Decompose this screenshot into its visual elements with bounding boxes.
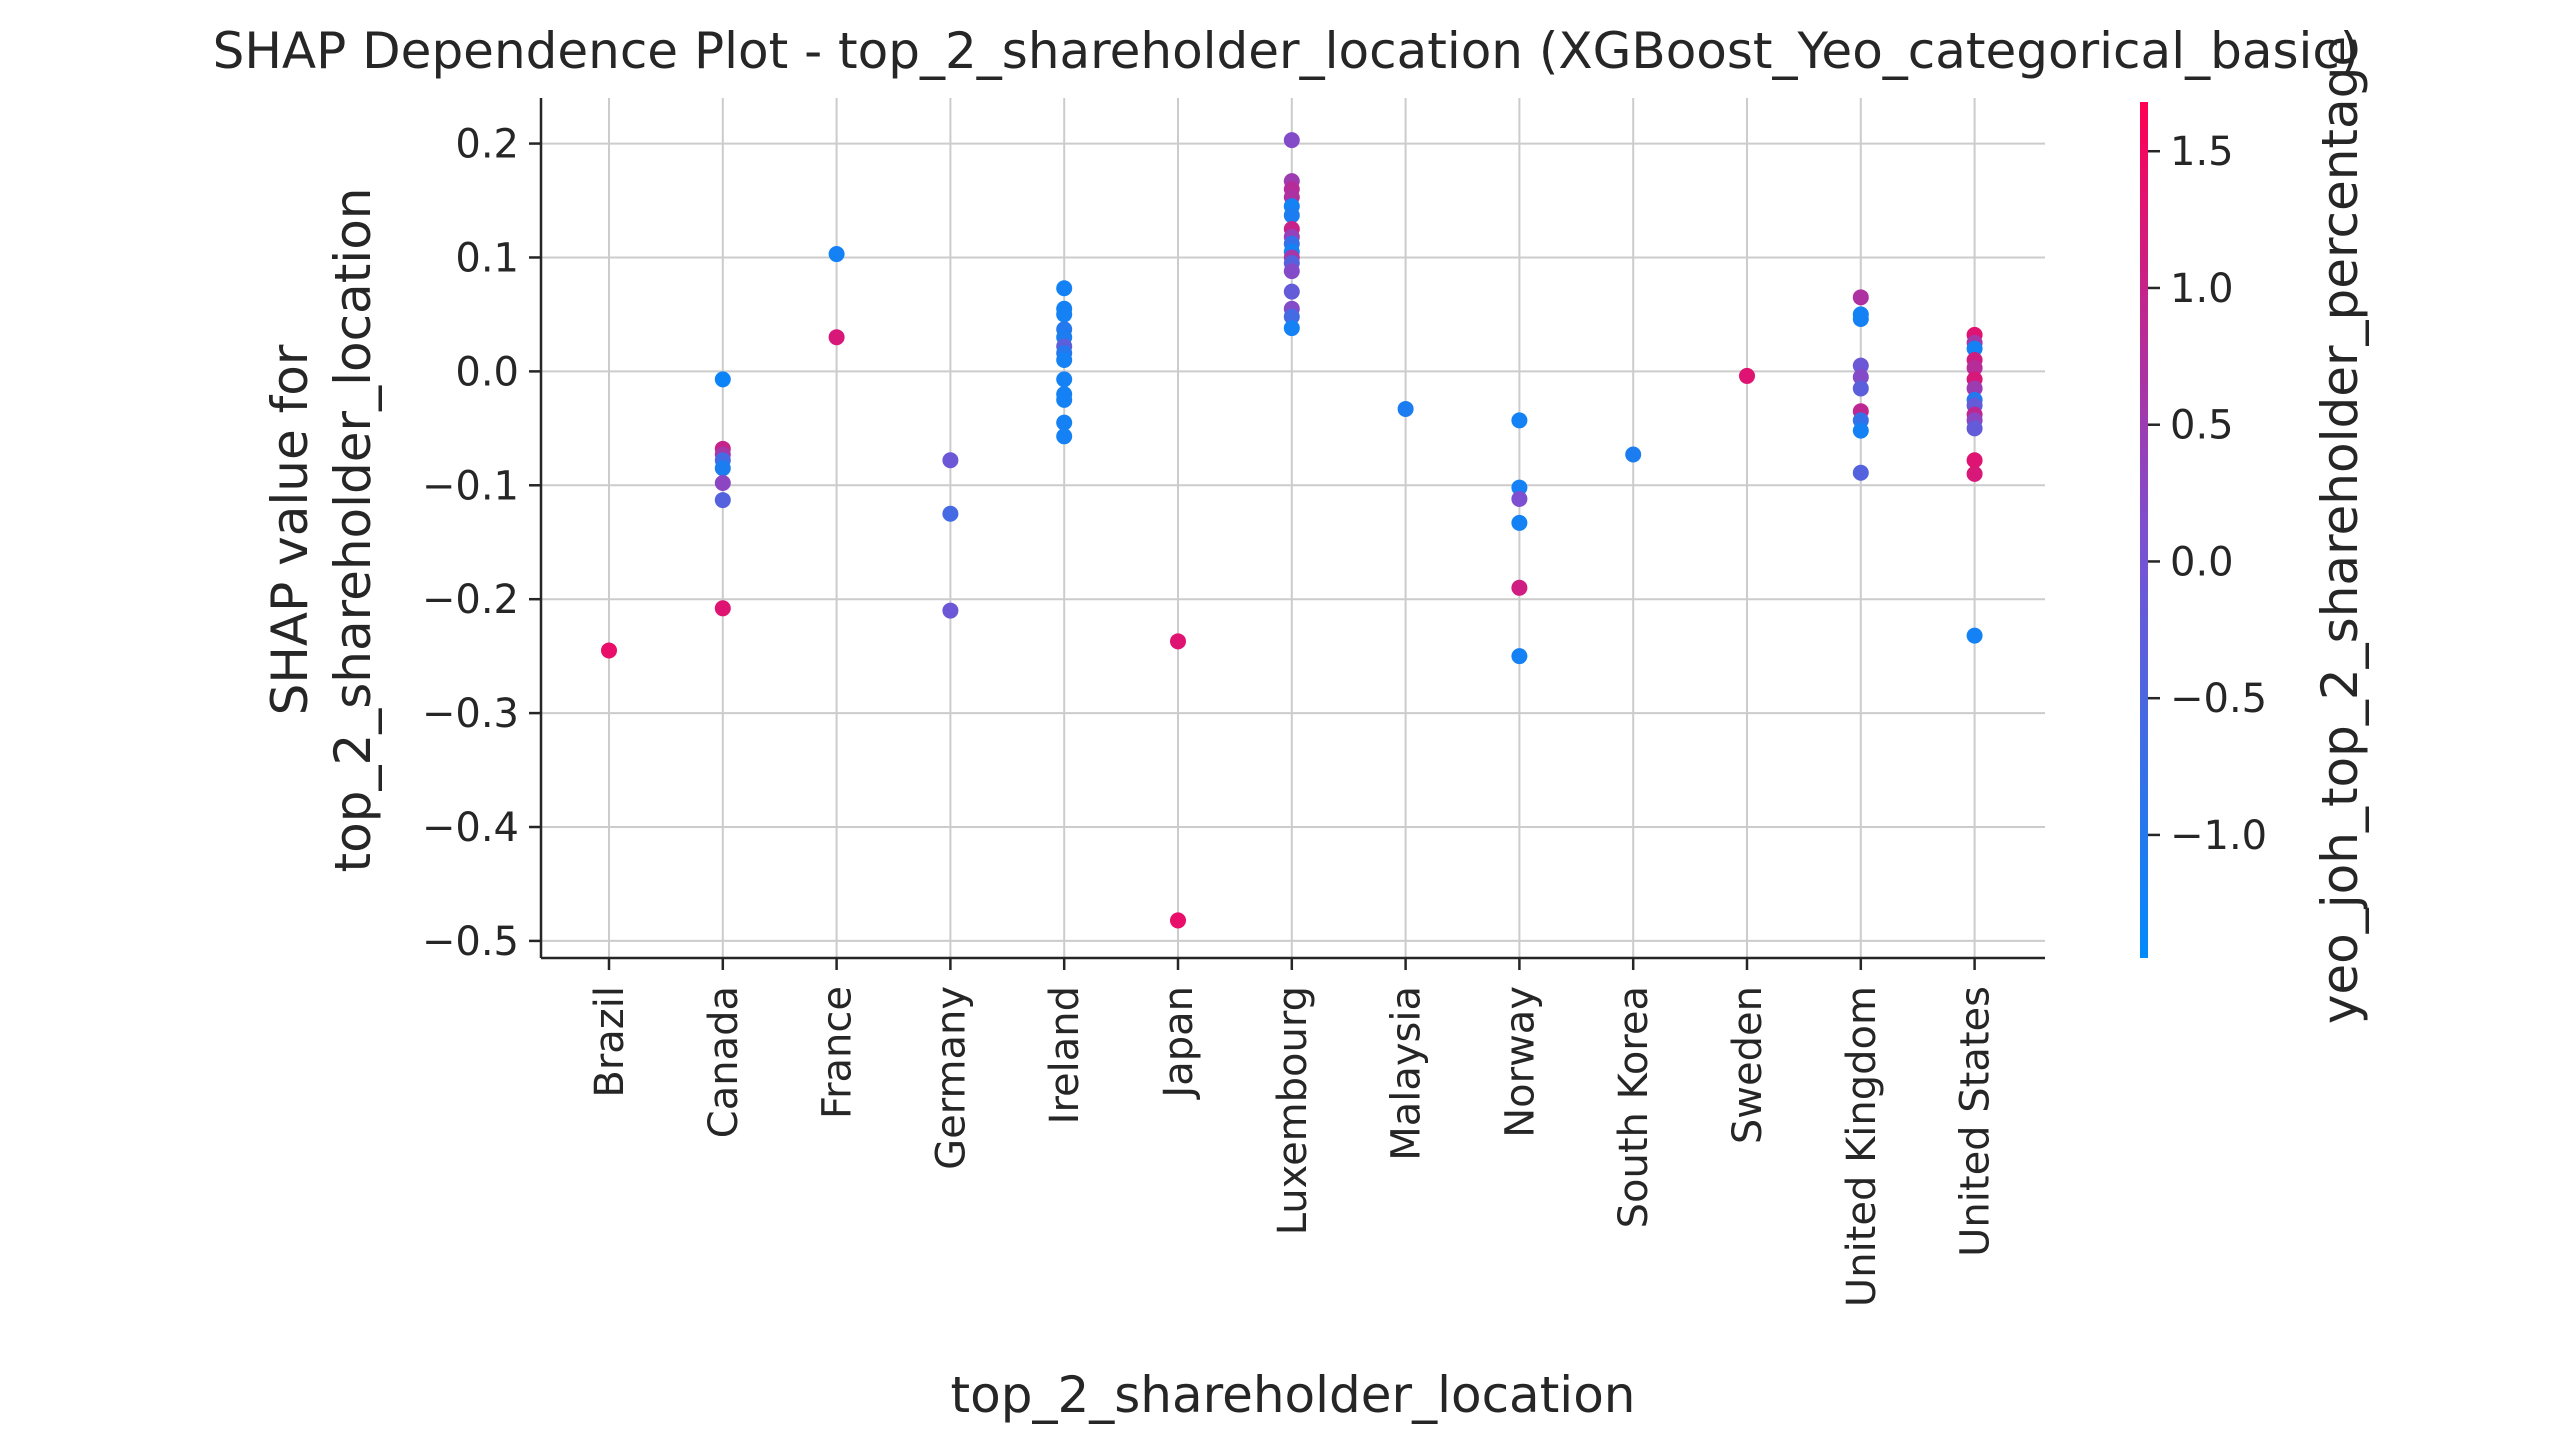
data-point bbox=[1852, 357, 1869, 374]
data-point bbox=[1511, 412, 1528, 429]
data-point bbox=[942, 452, 959, 469]
data-point bbox=[1852, 422, 1869, 439]
data-point bbox=[1966, 465, 1983, 482]
data-point bbox=[1739, 367, 1755, 384]
y-tick-label: 0.0 bbox=[455, 349, 519, 395]
x-tick-label: Norway bbox=[1497, 986, 1543, 1138]
x-tick-label: South Korea bbox=[1611, 986, 1657, 1228]
data-point bbox=[1966, 380, 1983, 397]
data-point bbox=[942, 602, 959, 619]
x-axis-label: top_2_shareholder_location bbox=[951, 1366, 1636, 1424]
x-tick-label: Luxembourg bbox=[1270, 986, 1316, 1235]
data-point bbox=[1511, 648, 1528, 665]
y-tick-label: −0.1 bbox=[422, 463, 519, 509]
data-point bbox=[1852, 310, 1869, 327]
data-point bbox=[1056, 351, 1073, 368]
colorbar-tick-label: −1.0 bbox=[2170, 813, 2267, 859]
y-tick-label: −0.4 bbox=[422, 805, 519, 851]
data-point bbox=[601, 642, 617, 659]
y-tick-label: −0.3 bbox=[422, 691, 519, 737]
y-tick-label: −0.2 bbox=[422, 577, 519, 623]
data-point bbox=[714, 460, 731, 477]
y-tick-label: 0.2 bbox=[455, 122, 519, 168]
data-point bbox=[1056, 306, 1073, 323]
data-point bbox=[1056, 371, 1073, 388]
x-tick-label: France bbox=[815, 986, 861, 1119]
x-tick-label: Germany bbox=[928, 986, 974, 1170]
data-point bbox=[1056, 391, 1073, 408]
data-points bbox=[601, 132, 1983, 929]
y-tick-label: −0.5 bbox=[422, 919, 519, 965]
data-point bbox=[1966, 359, 1983, 376]
data-point bbox=[1283, 308, 1300, 325]
y-tick-label: 0.1 bbox=[455, 235, 519, 281]
data-point bbox=[828, 246, 845, 263]
data-point bbox=[1966, 627, 1983, 644]
colorbar-label: yeo_joh_top_2_shareholder_percentage bbox=[2311, 36, 2369, 1024]
y-ticks: 0.2 0.1 0.0 −0.1 −0.2 −0.3 −0.4 −0.5 bbox=[422, 122, 541, 965]
colorbar-ticks: 1.5 1.0 0.5 0.0 −0.5 −1.0 bbox=[2148, 129, 2267, 859]
x-tick-label: Sweden bbox=[1725, 986, 1771, 1144]
colorbar-tick-label: 0.0 bbox=[2170, 539, 2234, 585]
y-axis-label-line1: SHAP value for bbox=[261, 344, 319, 715]
data-point bbox=[1511, 490, 1528, 507]
x-tick-label: Brazil bbox=[587, 986, 633, 1098]
colorbar-tick-label: 1.0 bbox=[2170, 266, 2234, 312]
data-point bbox=[714, 475, 731, 492]
y-axis-label-line2: top_2_shareholder_location bbox=[324, 188, 382, 873]
colorbar bbox=[2140, 102, 2148, 958]
x-tick-label: Ireland bbox=[1042, 986, 1088, 1124]
data-point bbox=[1852, 369, 1869, 386]
data-point bbox=[828, 329, 845, 346]
data-point bbox=[714, 492, 731, 509]
x-tick-label: United States bbox=[1953, 986, 1999, 1257]
data-point bbox=[1511, 479, 1528, 496]
data-point bbox=[1852, 380, 1869, 397]
data-point bbox=[1625, 446, 1642, 463]
data-point bbox=[1283, 207, 1300, 224]
data-point bbox=[1283, 320, 1300, 337]
data-point bbox=[1283, 132, 1300, 149]
data-point bbox=[1852, 464, 1869, 481]
data-point bbox=[714, 600, 731, 617]
data-point bbox=[1170, 912, 1186, 929]
data-point bbox=[1283, 283, 1300, 300]
data-point bbox=[1056, 414, 1073, 431]
data-point bbox=[1283, 263, 1300, 280]
x-tick-label: Canada bbox=[701, 986, 747, 1138]
x-ticks: Brazil Canada France Germany Ireland Japan Lux… bbox=[587, 958, 1999, 1307]
data-point bbox=[1397, 400, 1414, 417]
data-point bbox=[1966, 340, 1983, 357]
colorbar-tick-label: 0.5 bbox=[2170, 403, 2234, 449]
data-point bbox=[1511, 514, 1528, 531]
data-point bbox=[1852, 289, 1869, 306]
data-point bbox=[942, 505, 959, 522]
data-point bbox=[1511, 579, 1528, 596]
data-point bbox=[1170, 633, 1186, 650]
data-point bbox=[1056, 428, 1073, 445]
grid bbox=[541, 98, 2045, 958]
data-point bbox=[1966, 452, 1983, 469]
data-point bbox=[1056, 280, 1073, 297]
x-tick-label: Malaysia bbox=[1384, 986, 1430, 1161]
x-tick-label: Japan bbox=[1156, 986, 1202, 1101]
colorbar-tick-label: 1.5 bbox=[2170, 129, 2234, 175]
data-point bbox=[1966, 420, 1983, 437]
colorbar-tick-label: −0.5 bbox=[2170, 676, 2267, 722]
x-tick-label: United Kingdom bbox=[1839, 986, 1885, 1307]
data-point bbox=[714, 371, 731, 388]
chart-title: SHAP Dependence Plot - top_2_shareholder… bbox=[213, 22, 2360, 80]
